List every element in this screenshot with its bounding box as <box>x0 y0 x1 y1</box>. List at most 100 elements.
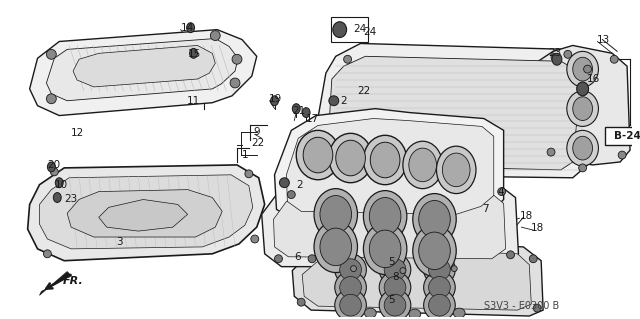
Ellipse shape <box>453 308 465 318</box>
Ellipse shape <box>364 308 376 318</box>
Ellipse shape <box>47 94 56 104</box>
Text: 22: 22 <box>358 86 371 96</box>
Ellipse shape <box>384 259 406 280</box>
Ellipse shape <box>618 151 626 159</box>
Ellipse shape <box>533 304 541 312</box>
Text: 20: 20 <box>47 160 61 170</box>
Text: 19: 19 <box>269 94 282 104</box>
Ellipse shape <box>529 255 537 263</box>
Text: 16: 16 <box>587 74 600 84</box>
Ellipse shape <box>419 232 451 270</box>
Polygon shape <box>292 239 543 316</box>
Polygon shape <box>328 56 580 170</box>
Ellipse shape <box>296 130 340 180</box>
Text: 2: 2 <box>340 96 348 106</box>
Ellipse shape <box>53 193 61 203</box>
Ellipse shape <box>364 191 407 242</box>
Ellipse shape <box>547 148 555 156</box>
Ellipse shape <box>344 166 351 174</box>
Polygon shape <box>47 39 238 101</box>
Ellipse shape <box>287 191 295 198</box>
Ellipse shape <box>292 104 300 114</box>
Ellipse shape <box>507 251 515 259</box>
Text: 5: 5 <box>388 257 395 267</box>
Ellipse shape <box>611 55 618 63</box>
Ellipse shape <box>364 223 407 275</box>
Ellipse shape <box>564 50 572 58</box>
Text: 4: 4 <box>498 187 504 197</box>
Ellipse shape <box>303 137 333 173</box>
Ellipse shape <box>314 189 358 240</box>
Polygon shape <box>28 165 265 261</box>
Ellipse shape <box>230 78 240 88</box>
Text: 2: 2 <box>296 180 303 190</box>
Ellipse shape <box>320 196 351 233</box>
Polygon shape <box>314 43 598 178</box>
Ellipse shape <box>251 235 259 243</box>
Ellipse shape <box>429 277 451 298</box>
Ellipse shape <box>577 82 589 96</box>
Ellipse shape <box>451 266 457 271</box>
Polygon shape <box>99 199 188 231</box>
Ellipse shape <box>280 178 289 188</box>
Ellipse shape <box>232 54 242 64</box>
Ellipse shape <box>47 162 55 172</box>
Ellipse shape <box>436 146 476 194</box>
FancyBboxPatch shape <box>605 127 640 145</box>
Text: 14: 14 <box>180 23 194 33</box>
Text: 21: 21 <box>292 106 305 115</box>
Ellipse shape <box>498 188 506 196</box>
Text: 6: 6 <box>294 252 301 262</box>
Ellipse shape <box>369 197 401 235</box>
Ellipse shape <box>551 53 559 61</box>
Ellipse shape <box>335 271 366 303</box>
Ellipse shape <box>424 289 455 319</box>
Text: 24: 24 <box>353 24 367 33</box>
Ellipse shape <box>302 108 310 117</box>
Ellipse shape <box>567 51 598 87</box>
Ellipse shape <box>552 53 562 65</box>
Ellipse shape <box>335 289 366 319</box>
Ellipse shape <box>297 298 305 306</box>
Polygon shape <box>67 189 222 237</box>
Text: 23: 23 <box>64 195 77 204</box>
Text: 24: 24 <box>364 26 377 37</box>
Ellipse shape <box>320 228 351 266</box>
Text: 9: 9 <box>254 127 260 137</box>
Polygon shape <box>275 109 504 224</box>
Ellipse shape <box>369 230 401 268</box>
Ellipse shape <box>403 141 442 189</box>
Ellipse shape <box>364 135 407 185</box>
Ellipse shape <box>351 266 356 271</box>
Ellipse shape <box>419 200 451 238</box>
Ellipse shape <box>271 96 278 106</box>
Text: FR.: FR. <box>63 277 84 286</box>
Ellipse shape <box>308 255 316 263</box>
Ellipse shape <box>429 259 451 280</box>
Ellipse shape <box>573 136 593 160</box>
Text: 1: 1 <box>242 150 248 160</box>
Ellipse shape <box>567 91 598 126</box>
Polygon shape <box>29 30 257 115</box>
Ellipse shape <box>189 48 198 58</box>
Polygon shape <box>40 271 71 295</box>
Text: 23: 23 <box>548 48 561 58</box>
Ellipse shape <box>344 55 351 63</box>
Ellipse shape <box>584 65 591 73</box>
Text: S3V3 - E0300 B: S3V3 - E0300 B <box>484 301 559 311</box>
Text: B-24: B-24 <box>614 131 640 141</box>
Text: 18: 18 <box>520 211 532 221</box>
Ellipse shape <box>573 97 593 121</box>
Polygon shape <box>535 45 630 165</box>
Text: 13: 13 <box>596 34 610 45</box>
Text: 11: 11 <box>187 96 200 106</box>
Text: 22: 22 <box>251 138 264 148</box>
Ellipse shape <box>579 164 587 172</box>
Polygon shape <box>40 175 253 249</box>
Ellipse shape <box>275 255 282 263</box>
Ellipse shape <box>409 309 420 319</box>
Polygon shape <box>262 178 518 267</box>
Ellipse shape <box>47 49 56 59</box>
Text: 5: 5 <box>388 295 395 305</box>
Ellipse shape <box>384 294 406 316</box>
